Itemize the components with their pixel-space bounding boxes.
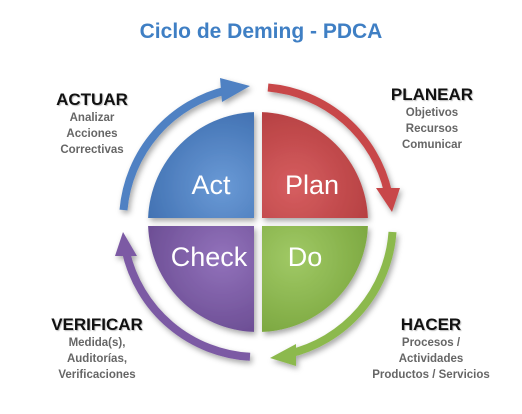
check-label: Check <box>171 242 248 272</box>
actuar-item: Acciones <box>66 128 118 140</box>
diagram-title: Ciclo de Deming - PDCA <box>139 20 383 43</box>
verificar-heading: VERIFICAR <box>51 315 143 334</box>
plan-label: Plan <box>285 170 339 200</box>
check-arrow <box>122 251 251 361</box>
plan-arrowhead <box>376 188 400 212</box>
actuar-block: ACTUAR Analizar Acciones Correctivas <box>22 90 162 158</box>
plan-arrow <box>267 83 392 193</box>
planear-item: Recursos <box>405 123 459 135</box>
hacer-item: Procesos / <box>401 337 461 349</box>
do-arrow <box>287 231 397 358</box>
planear-item: Comunicar <box>401 139 463 151</box>
hacer-block: HACER Procesos / Actividades Productos /… <box>350 315 512 383</box>
verificar-block: VERIFICAR Medida(s), Auditorías, Verific… <box>22 315 172 383</box>
hacer-item: Productos / Servicios <box>372 369 490 381</box>
do-quadrant <box>262 226 368 332</box>
act-label: Act <box>191 170 231 200</box>
check-arrowhead <box>115 232 137 256</box>
hacer-heading: HACER <box>400 315 462 334</box>
do-label: Do <box>288 242 323 272</box>
act-quadrant <box>148 112 254 218</box>
actuar-item: Analizar <box>69 112 115 124</box>
planear-heading: PLANEAR <box>390 85 474 104</box>
check-quadrant <box>148 226 254 332</box>
planear-item: Objetivos <box>405 107 459 119</box>
actuar-item: Correctivas <box>60 144 124 156</box>
hacer-item: Actividades <box>398 353 464 365</box>
verificar-item: Auditorías, <box>66 353 128 365</box>
plan-quadrant <box>262 112 368 218</box>
verificar-item: Medida(s), <box>68 337 126 349</box>
actuar-heading: ACTUAR <box>56 90 128 109</box>
verificar-item: Verificaciones <box>58 369 136 381</box>
planear-block: PLANEAR Objetivos Recursos Comunicar <box>362 85 502 153</box>
act-arrowhead <box>220 78 250 102</box>
do-arrowhead <box>270 344 296 366</box>
act-arrow <box>119 86 229 211</box>
